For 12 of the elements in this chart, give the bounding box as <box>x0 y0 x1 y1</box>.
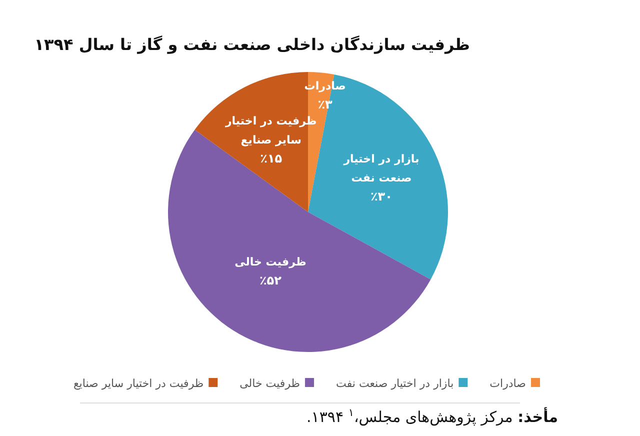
chart-title: ظرفیت سازندگان داخلی صنعت نفت و گاز تا سال ۱۳۹۴ <box>34 35 470 54</box>
slice-label: بازار در اختیار صنعت نفت <box>342 152 420 184</box>
slice-label: ظرفیت در اختیار سایر صنایع <box>224 114 317 147</box>
legend-label: صادرات <box>490 377 526 390</box>
legend-label: ظرفیت خالی <box>240 377 300 390</box>
legend-label: بازار در اختیار صنعت نفت <box>336 377 454 390</box>
data-label: ٪۱۵ <box>260 152 282 166</box>
slice-label: ظرفیت خالی <box>234 256 306 269</box>
data-label: ٪۳۰ <box>370 189 392 204</box>
legend-label: ظرفیت در اختیار سایر صنایع <box>73 377 204 390</box>
text: مأخذ: مرکز پژوهش‌های مجلس،$^{۱}$ ۱۳۹۴. <box>306 407 558 426</box>
data-label: ٪۵۲ <box>260 274 282 288</box>
